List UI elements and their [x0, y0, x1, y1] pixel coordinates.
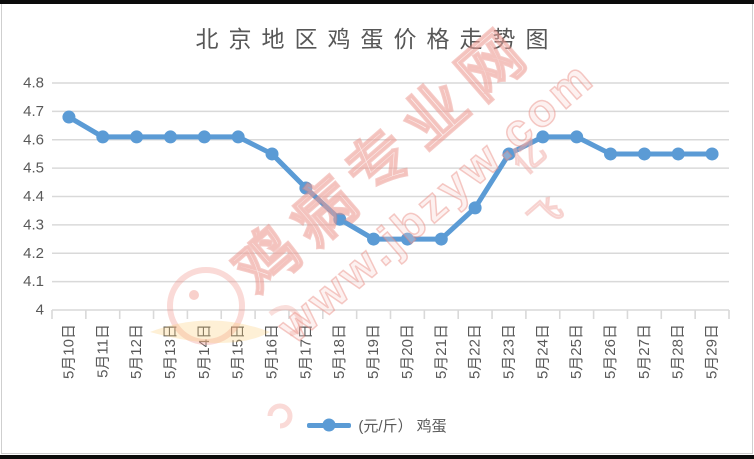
x-axis-label: 5月11日	[94, 324, 111, 378]
y-axis-label: 4.1	[23, 273, 44, 290]
data-point	[197, 130, 211, 144]
chart-title: 北京地区鸡蛋价格走势图	[195, 27, 559, 52]
x-axis-label: 5月20日	[399, 324, 416, 379]
data-point	[536, 130, 550, 144]
y-axis-label: 4.5	[23, 160, 44, 177]
x-axis-label: 5月10日	[60, 324, 77, 379]
x-axis-label: 5月21日	[433, 324, 450, 379]
plot-area: 4 4.1 4.2 4.3 4.4 4.5 4.6 4.7 4.8 5月10日 5月11日 5月12日…	[23, 75, 730, 379]
x-axis-label: 5月18日	[331, 324, 348, 379]
data-point	[434, 232, 448, 246]
data-point	[231, 130, 245, 144]
data-point	[130, 130, 144, 144]
x-axis-label: 5月23日	[500, 324, 517, 379]
data-point	[705, 147, 719, 161]
x-axis-label: 5月25日	[568, 324, 585, 379]
data-point	[400, 232, 414, 246]
data-point	[265, 147, 279, 161]
y-axis-label: 4.4	[23, 188, 44, 205]
legend-line-marker	[307, 418, 352, 432]
data-point	[671, 147, 685, 161]
data-point	[570, 130, 584, 144]
data-point	[502, 147, 516, 161]
data-point	[333, 212, 347, 226]
x-axis-label: 5月13日	[162, 324, 179, 379]
data-point	[637, 147, 651, 161]
data-point	[604, 147, 618, 161]
x-axis-label: 5月14日	[196, 324, 213, 379]
x-axis-label: 5月16日	[264, 324, 281, 379]
data-point	[96, 130, 110, 144]
x-axis-label: 5月28日	[670, 324, 687, 379]
x-axis-label: 5月22日	[467, 324, 484, 379]
y-axis-label: 4.6	[23, 131, 44, 148]
x-axis-label: 5月19日	[365, 324, 382, 379]
x-axis-label: 5月29日	[704, 324, 721, 379]
legend-dot-marker	[322, 418, 336, 432]
data-point	[62, 110, 76, 124]
y-axis-label: 4.8	[23, 75, 44, 92]
data-point	[299, 181, 313, 195]
data-point	[163, 130, 177, 144]
x-axis-label: 5月15日	[230, 324, 247, 379]
data-point	[468, 201, 482, 215]
y-axis-label: 4.7	[23, 103, 44, 120]
y-axis-label: 4.2	[23, 245, 44, 262]
data-point	[367, 232, 381, 246]
y-axis-label: 4	[36, 302, 44, 319]
x-axis-label: 5月26日	[602, 324, 619, 379]
x-axis-label: 5月17日	[297, 324, 314, 379]
x-axis-label: 5月27日	[636, 324, 653, 379]
legend: (元/斤） 鸡蛋	[0, 413, 754, 437]
x-axis-label: 5月12日	[128, 324, 145, 379]
legend-label: (元/斤） 鸡蛋	[358, 417, 447, 435]
x-axis-label: 5月24日	[534, 324, 551, 379]
y-axis-label: 4.3	[23, 216, 44, 233]
